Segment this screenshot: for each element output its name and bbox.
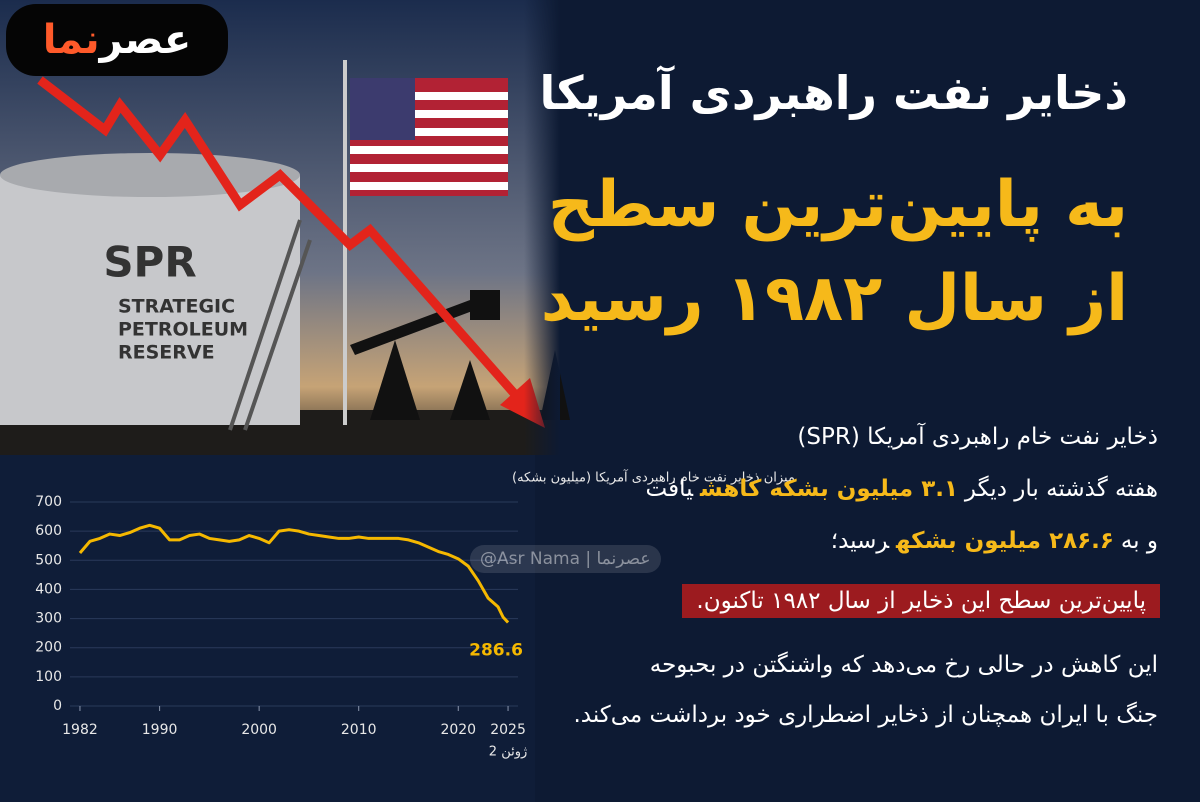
x-tick-label: 2020 <box>440 722 476 738</box>
headline: از سال ۱۹۸۲ رسید <box>540 262 1128 336</box>
logo: عصر نما <box>6 4 228 76</box>
emphasis: ۲۸۶.۶ میلیون بشکه <box>895 528 1114 554</box>
headline: به پایین‌ترین سطح <box>547 168 1128 242</box>
chart-panel <box>0 455 535 802</box>
body-line: ذخایر نفت خام راهبردی آمریکا (SPR) <box>790 424 1158 450</box>
y-tick-label: 600 <box>35 523 62 539</box>
data-label: 286.6 <box>469 640 523 660</box>
watermark: @Asr Nama | عصرنما <box>470 545 661 573</box>
x-note: ژوئن 2 <box>489 745 527 760</box>
y-tick-label: 300 <box>35 611 62 627</box>
y-tick-label: 200 <box>35 640 62 656</box>
trend-arrow <box>37 76 524 403</box>
body-line: این کاهش در حالی رخ می‌دهد که واشنگتن در… <box>649 652 1158 678</box>
body-line: هفته گذشته بار دیگر۳.۱ میلیون بشکه کاهشی… <box>639 476 1158 502</box>
photo-fade <box>380 0 560 455</box>
tank <box>0 175 300 425</box>
text: ذخایر نفت خام راهبردی آمریکا (SPR) <box>797 424 1158 450</box>
x-tick-label: 2000 <box>241 722 277 738</box>
logo-text: عصر <box>99 17 192 63</box>
y-tick-label: 0 <box>53 698 62 714</box>
emphasis: ۳.۱ میلیون بشکه کاهش <box>699 476 959 502</box>
highlight-box: پایین‌ترین سطح این ذخایر از سال ۱۹۸۲ تاک… <box>682 584 1160 618</box>
y-tick-label: 400 <box>35 581 62 597</box>
line <box>78 523 510 624</box>
tank-name: PETROLEUM <box>118 319 248 341</box>
x-tick-label: 2010 <box>341 722 377 738</box>
y-tick-label: 700 <box>35 494 62 510</box>
x-tick-label: 1990 <box>142 722 178 738</box>
text: یافت <box>645 476 694 502</box>
body-line: و به۲۸۶.۶ میلیون بشکهرسید؛ <box>824 528 1158 554</box>
chart-title: میزان ذخایر نفت خام راهبردی آمریکا (میلی… <box>512 469 795 486</box>
x-tick-label: 1982 <box>62 722 98 738</box>
body-line: جنگ با ایران همچنان از ذخایر اضطراری خود… <box>573 702 1158 728</box>
text: رسید؛ <box>830 528 890 554</box>
plot: 0 100 200 300 400 500 600 700 1982 1990 2000 2010 20… <box>35 494 527 760</box>
y-tick-label: 100 <box>35 669 62 685</box>
y-tick-label: 500 <box>35 552 62 568</box>
stairs <box>228 219 312 431</box>
tank-name: RESERVE <box>118 342 215 364</box>
text: و به <box>1120 528 1158 554</box>
headline: ذخایر نفت راهبردی آمریکا <box>539 66 1129 120</box>
x-tick-label: 2025 <box>490 722 526 738</box>
tank-code: SPR <box>103 238 196 287</box>
text: هفته گذشته بار دیگر <box>964 476 1158 502</box>
logo-text: نما <box>42 17 100 63</box>
tank-name: STRATEGIC <box>118 296 235 318</box>
